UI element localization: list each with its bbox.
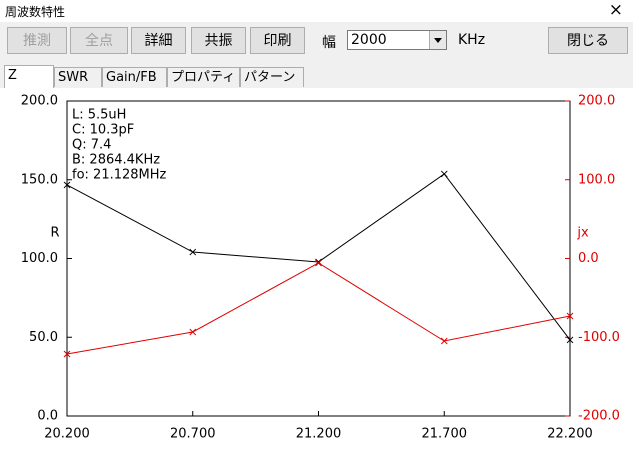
y-tick-label: 150.0 [21,172,58,187]
tab[interactable]: プロパティ [167,67,240,87]
x-tick-label: 20.700 [170,427,216,442]
detail-button[interactable]: 詳細 [131,27,186,54]
estimate-button: 推測 [7,27,67,54]
annotation: Q: 7.4 [72,138,111,153]
close-button[interactable]: 閉じる [548,27,628,54]
window-title: 周波数特性 [5,5,66,19]
y2-tick-label: 100.0 [578,172,615,187]
y2-tick-label: 200.0 [578,94,615,109]
tab[interactable]: Z [4,65,54,88]
print-button[interactable]: 印刷 [250,27,305,54]
point-marker [63,181,71,189]
close-icon[interactable]: × [608,0,623,20]
width-combobox[interactable]: 2000 [347,30,447,50]
y-axis-label: R [50,226,59,241]
resonance-button[interactable]: 共振 [191,27,246,54]
tab[interactable]: パターン [240,67,304,87]
point-marker [566,336,574,344]
y2-tick-label: -200.0 [578,409,620,424]
y-tick-label: 50.0 [29,330,58,345]
annotation: L: 5.5uH [72,108,126,123]
title-bar: 周波数特性 × [0,0,633,22]
point-marker [189,328,197,336]
y-tick-label: 200.0 [21,94,58,109]
point-marker [440,170,448,178]
y-tick-label: 0.0 [37,409,58,424]
point-marker [189,248,197,256]
y2-axis-label: jx [576,226,589,241]
x-tick-label: 21.700 [422,427,468,442]
combo-value: 2000 [351,32,387,48]
unit-label: KHz [458,32,486,48]
series-line [66,173,571,341]
point-marker [440,337,448,345]
x-tick-label: 21.200 [296,427,342,442]
annotation: fo: 21.128MHz [72,168,167,183]
x-tick-label: 20.200 [44,427,90,442]
dropdown-arrow[interactable] [429,31,446,49]
point-marker [315,259,322,267]
width-label: 幅 [322,35,336,51]
chart: 0.0 50.0 100.0 150.0 200.0 -200.0 -100.0 0.0 100… [0,88,633,450]
y2-tick-label: -100.0 [578,330,620,345]
y2-tick-label: 0.0 [578,251,599,266]
point-marker [566,312,574,320]
series-line [66,262,571,355]
y-tick-label: 100.0 [21,251,58,266]
annotation: B: 2864.4KHz [72,153,160,168]
point-marker [63,350,71,358]
tab[interactable]: SWR [54,67,102,87]
x-tick-label: 22.200 [547,427,593,442]
plot-frame [66,100,571,417]
tab[interactable]: Gain/FB [102,67,167,87]
all-points-button: 全点 [70,27,128,54]
annotation: C: 10.3pF [72,123,134,138]
